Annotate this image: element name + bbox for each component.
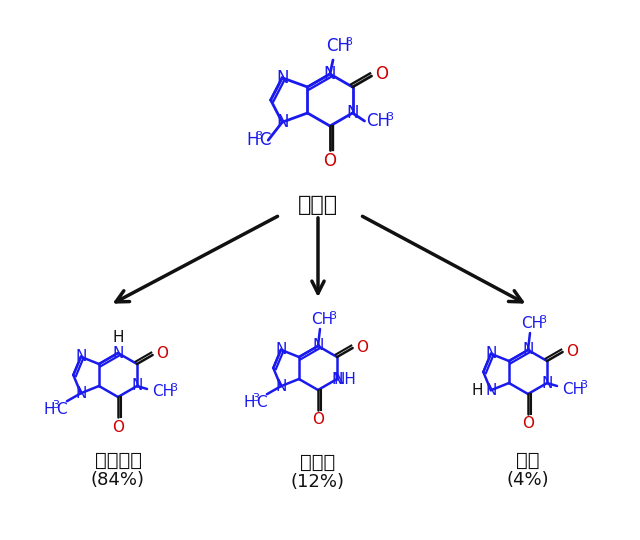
- Text: 3: 3: [386, 112, 393, 122]
- Text: N: N: [541, 375, 553, 390]
- Text: N: N: [312, 339, 324, 354]
- Text: 3: 3: [330, 311, 337, 321]
- Text: CH: CH: [562, 381, 584, 396]
- Text: C: C: [257, 395, 268, 410]
- Text: O: O: [156, 347, 168, 361]
- Text: N: N: [485, 346, 497, 361]
- Text: H: H: [43, 402, 54, 417]
- Text: N: N: [76, 349, 86, 364]
- Text: CH: CH: [311, 313, 333, 327]
- Text: N: N: [324, 65, 336, 83]
- Text: CH: CH: [152, 384, 174, 400]
- Text: NH: NH: [333, 372, 356, 387]
- Text: N: N: [485, 383, 497, 398]
- Text: 3: 3: [52, 400, 60, 410]
- Text: 咋啊因: 咋啊因: [298, 195, 338, 215]
- Text: H: H: [471, 383, 483, 398]
- Text: CH: CH: [367, 112, 390, 130]
- Text: 可可碱: 可可碱: [300, 453, 335, 471]
- Text: (84%): (84%): [91, 471, 145, 489]
- Text: 茶碱: 茶碱: [516, 450, 540, 469]
- Text: N: N: [276, 113, 289, 131]
- Text: (4%): (4%): [507, 471, 549, 489]
- Text: 3: 3: [540, 315, 547, 325]
- Text: O: O: [522, 416, 534, 431]
- Text: N: N: [346, 104, 359, 122]
- Text: O: O: [112, 420, 124, 435]
- Text: N: N: [332, 372, 343, 387]
- Text: N: N: [112, 346, 124, 361]
- Text: N: N: [131, 379, 143, 394]
- Text: 3: 3: [346, 37, 353, 47]
- Text: O: O: [356, 340, 367, 354]
- Text: N: N: [275, 379, 287, 394]
- Text: H: H: [246, 131, 259, 149]
- Text: 3: 3: [170, 383, 177, 393]
- Text: O: O: [566, 343, 578, 359]
- Text: 3: 3: [580, 380, 588, 390]
- Text: 3: 3: [252, 393, 259, 403]
- Text: O: O: [375, 65, 388, 83]
- Text: 副黄専咟: 副黄専咟: [95, 450, 141, 469]
- Text: O: O: [323, 152, 337, 170]
- Text: N: N: [76, 386, 86, 401]
- Text: N: N: [276, 69, 289, 87]
- Text: (12%): (12%): [291, 473, 345, 491]
- Text: N: N: [522, 342, 534, 357]
- Text: C: C: [56, 402, 67, 417]
- Text: N: N: [275, 342, 287, 357]
- Text: C: C: [259, 131, 271, 149]
- Text: CH: CH: [326, 37, 350, 55]
- Text: H: H: [243, 395, 255, 410]
- Text: O: O: [312, 413, 324, 428]
- Text: 3: 3: [256, 131, 262, 141]
- Text: H: H: [112, 329, 124, 345]
- Text: CH: CH: [521, 316, 543, 332]
